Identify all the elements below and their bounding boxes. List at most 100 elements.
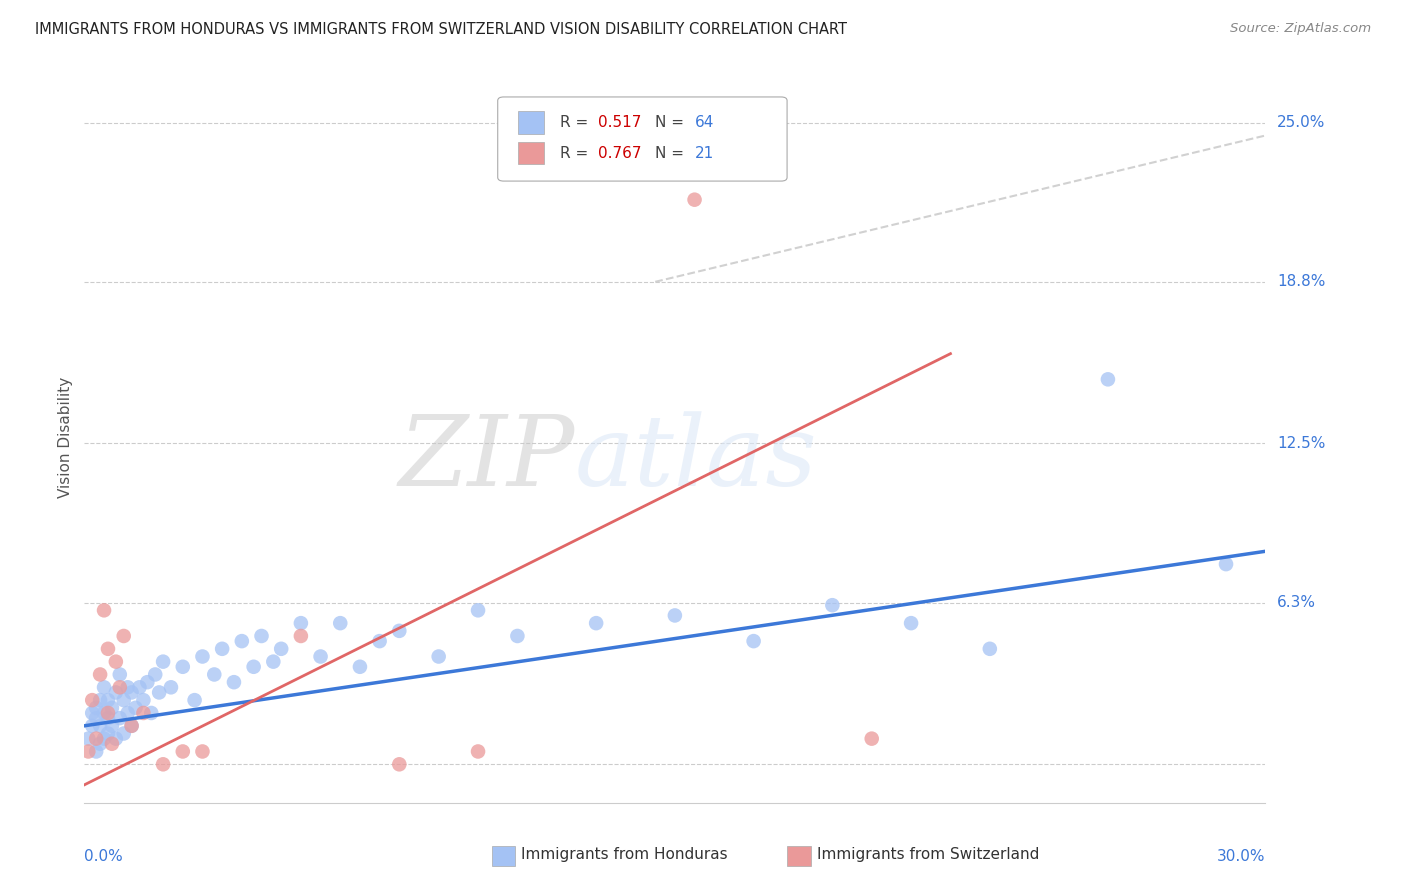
Point <box>77 731 100 746</box>
Text: IMMIGRANTS FROM HONDURAS VS IMMIGRANTS FROM SWITZERLAND VISION DISABILITY CORREL: IMMIGRANTS FROM HONDURAS VS IMMIGRANTS F… <box>35 22 848 37</box>
FancyBboxPatch shape <box>498 97 787 181</box>
Point <box>108 667 131 681</box>
Text: Source: ZipAtlas.com: Source: ZipAtlas.com <box>1230 22 1371 36</box>
Point <box>900 616 922 631</box>
Text: Immigrants from Switzerland: Immigrants from Switzerland <box>817 847 1039 863</box>
Point <box>262 655 284 669</box>
Text: N =: N = <box>655 145 689 161</box>
Point <box>101 719 124 733</box>
Point <box>388 624 411 638</box>
FancyBboxPatch shape <box>787 846 811 866</box>
Point <box>388 757 411 772</box>
Point <box>82 693 104 707</box>
Point <box>585 616 607 631</box>
Point <box>84 701 107 715</box>
Point <box>160 681 183 695</box>
Text: 6.3%: 6.3% <box>1277 595 1316 610</box>
Point <box>172 744 194 758</box>
Text: R =: R = <box>561 145 593 161</box>
Point <box>467 744 489 758</box>
Text: 21: 21 <box>695 145 714 161</box>
Point <box>89 693 111 707</box>
Text: 18.8%: 18.8% <box>1277 275 1326 289</box>
Y-axis label: Vision Disability: Vision Disability <box>58 376 73 498</box>
Point <box>222 675 245 690</box>
Point <box>117 681 139 695</box>
Point <box>104 731 127 746</box>
FancyBboxPatch shape <box>492 846 516 866</box>
Point <box>128 681 150 695</box>
Point <box>506 629 529 643</box>
Point <box>104 685 127 699</box>
Point <box>467 603 489 617</box>
Point <box>742 634 765 648</box>
Text: 30.0%: 30.0% <box>1218 849 1265 864</box>
Point <box>101 701 124 715</box>
Point <box>93 706 115 720</box>
Point <box>250 629 273 643</box>
Point <box>368 634 391 648</box>
Point <box>97 641 120 656</box>
Point <box>183 693 205 707</box>
Text: 12.5%: 12.5% <box>1277 436 1326 451</box>
FancyBboxPatch shape <box>517 111 544 134</box>
Point <box>349 660 371 674</box>
Point <box>89 667 111 681</box>
Point <box>104 655 127 669</box>
FancyBboxPatch shape <box>517 142 544 164</box>
Point <box>143 667 166 681</box>
Point <box>97 693 120 707</box>
Text: R =: R = <box>561 115 593 130</box>
Point <box>860 731 883 746</box>
Point <box>112 693 135 707</box>
Point <box>141 706 163 720</box>
Point <box>191 649 214 664</box>
Point <box>89 737 111 751</box>
Point <box>202 667 225 681</box>
Point <box>112 629 135 643</box>
Point <box>1097 372 1119 386</box>
Text: 64: 64 <box>695 115 714 130</box>
Text: 0.0%: 0.0% <box>84 849 124 864</box>
Point <box>108 681 131 695</box>
Point <box>191 744 214 758</box>
Point <box>97 706 120 720</box>
Point <box>309 649 332 664</box>
Point <box>242 660 264 674</box>
Point <box>117 706 139 720</box>
Point <box>152 757 174 772</box>
Point <box>84 731 107 746</box>
Point <box>427 649 450 664</box>
Text: 25.0%: 25.0% <box>1277 115 1326 130</box>
Point <box>93 731 115 746</box>
Text: atlas: atlas <box>575 411 817 507</box>
Point <box>148 685 170 699</box>
Point <box>979 641 1001 656</box>
Text: ZIP: ZIP <box>398 411 575 507</box>
Text: 0.517: 0.517 <box>598 115 641 130</box>
Point <box>683 193 706 207</box>
Point <box>101 737 124 751</box>
Point <box>97 711 120 725</box>
Point <box>132 706 155 720</box>
Point <box>93 603 115 617</box>
Point <box>132 693 155 707</box>
Point <box>84 711 107 725</box>
Point <box>211 641 233 656</box>
Point <box>329 616 352 631</box>
Point <box>121 719 143 733</box>
Point <box>97 726 120 740</box>
Point <box>821 598 844 612</box>
Point <box>77 744 100 758</box>
Point <box>136 675 159 690</box>
Point <box>84 744 107 758</box>
Text: Immigrants from Honduras: Immigrants from Honduras <box>522 847 728 863</box>
Point <box>1215 557 1237 571</box>
Point <box>121 719 143 733</box>
Point <box>172 660 194 674</box>
Point <box>108 711 131 725</box>
Point <box>152 655 174 669</box>
Text: N =: N = <box>655 115 689 130</box>
Point <box>93 681 115 695</box>
Point <box>124 701 146 715</box>
